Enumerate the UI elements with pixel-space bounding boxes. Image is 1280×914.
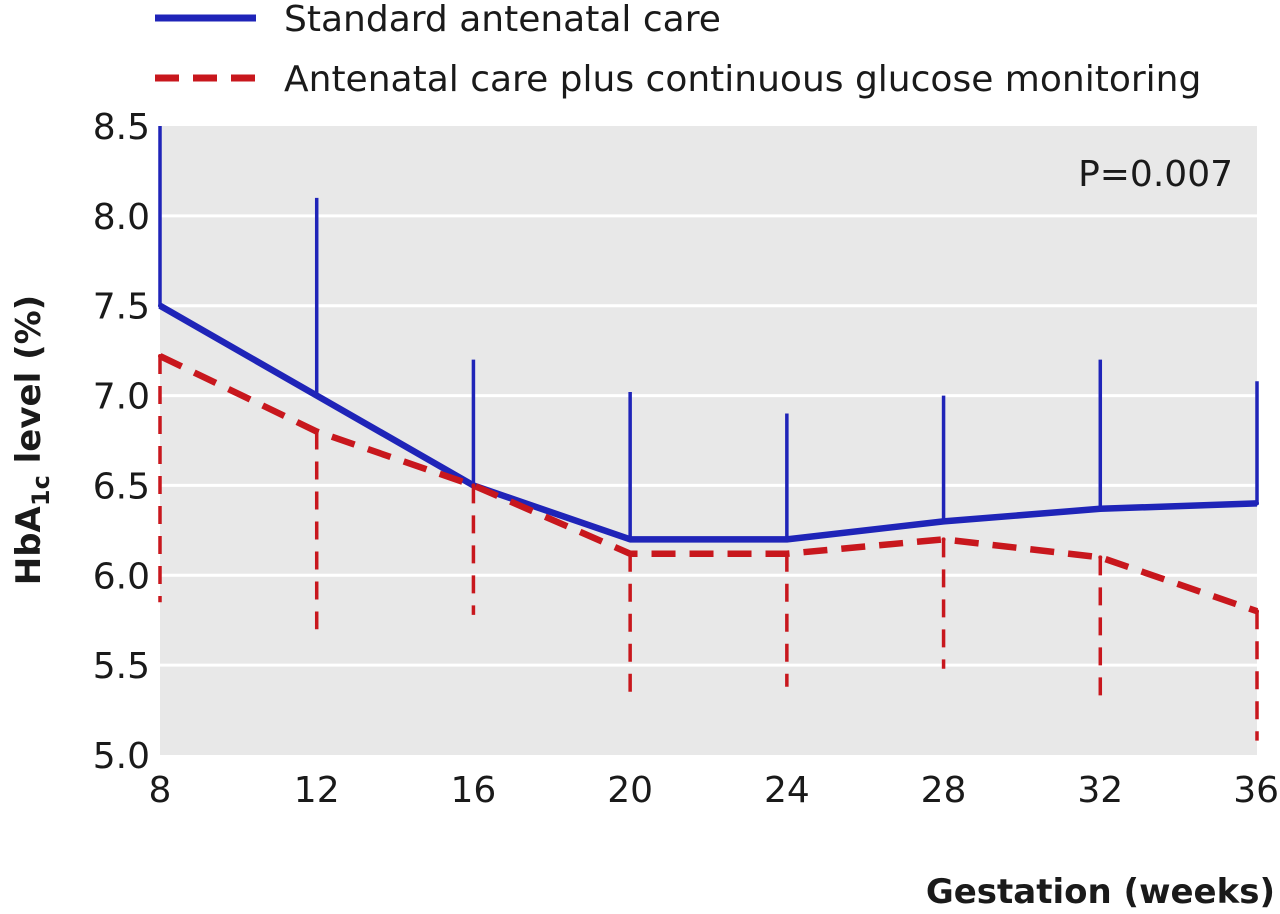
legend-label-cgm: Antenatal care plus continuous glucose m… [284,59,1201,100]
data-point [158,354,162,359]
y-tick-label: 6.0 [93,556,150,597]
x-tick-label: 28 [921,770,967,811]
data-point [784,537,789,542]
plot-area [160,126,1257,755]
series-standard [158,126,1259,543]
data-point [941,537,946,542]
x-tick-label: 36 [1233,770,1279,811]
x-tick-label: 32 [1077,770,1123,811]
y-axis-title-rest: level (%) [9,295,49,475]
x-axis-tick-labels: 8 12 16 20 24 28 32 36 [149,770,1279,811]
y-axis-title-subscript: 1c [27,475,55,506]
data-point [628,537,633,542]
data-point [158,303,162,308]
y-axis-tick-labels: 5.0 5.5 6.0 6.5 7.0 7.5 8.0 8.5 [93,107,150,777]
legend: Standard antenatal care Antenatal care p… [155,0,1201,100]
y-tick-label: 5.0 [93,736,150,777]
y-tick-label: 7.5 [93,287,150,328]
y-tick-label: 5.5 [93,646,150,687]
y-tick-label: 8.0 [93,197,150,238]
x-axis-title: Gestation (weeks) [926,872,1275,912]
data-point [1255,609,1259,614]
x-tick-label: 24 [764,770,810,811]
y-axis-title-main: HbA [9,505,49,585]
x-tick-label: 20 [607,770,653,811]
data-point [471,483,476,488]
data-point [314,393,319,398]
data-point [1255,501,1259,506]
y-tick-label: 8.5 [93,107,150,148]
data-point [1098,506,1103,511]
p-value-annotation: P=0.007 [1078,154,1233,195]
series-line [158,353,1259,615]
y-tick-label: 6.5 [93,466,150,507]
gridlines [160,214,1257,667]
x-tick-label: 16 [451,770,497,811]
legend-label-standard: Standard antenatal care [284,0,721,40]
data-point [784,551,789,556]
x-tick-label: 12 [294,770,340,811]
y-tick-label: 7.0 [93,377,150,418]
x-tick-label: 8 [149,770,172,811]
series-cgm [158,353,1259,741]
series-line [158,302,1258,543]
data-point [941,519,946,524]
data-point [1098,555,1103,560]
data-point [314,429,319,434]
data-point [628,551,633,556]
series-layer [158,126,1259,741]
y-axis-title: HbA1c level (%) [9,295,55,585]
